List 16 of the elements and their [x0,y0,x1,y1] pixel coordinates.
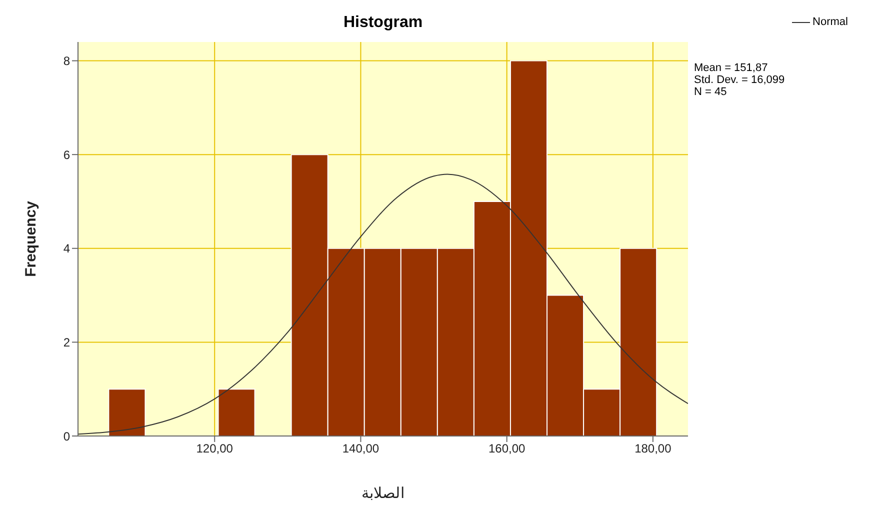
legend-label: Normal [812,16,848,28]
text: Mean = 151,87 [694,62,769,74]
y-axis-title: Frequency [22,200,40,277]
y-tick-label: 8 [63,54,70,68]
x-tick-label: 140,00 [342,442,380,456]
y-tick-label: 2 [63,335,70,350]
y-tick-label: 6 [63,148,70,162]
y-tick-label: 4 [63,242,70,256]
x-tick-label: 180,00 [634,442,672,456]
text: Std. Dev. = 16,099 [694,74,785,86]
text: N = 45 [694,86,728,98]
x-tick-label: 120,00 [196,442,234,456]
x-tick-label: 160,00 [488,442,526,456]
y-tick-label: 0 [63,429,70,444]
chart-title: Histogram [342,14,424,32]
x-axis-title: الصلابة [362,485,404,502]
